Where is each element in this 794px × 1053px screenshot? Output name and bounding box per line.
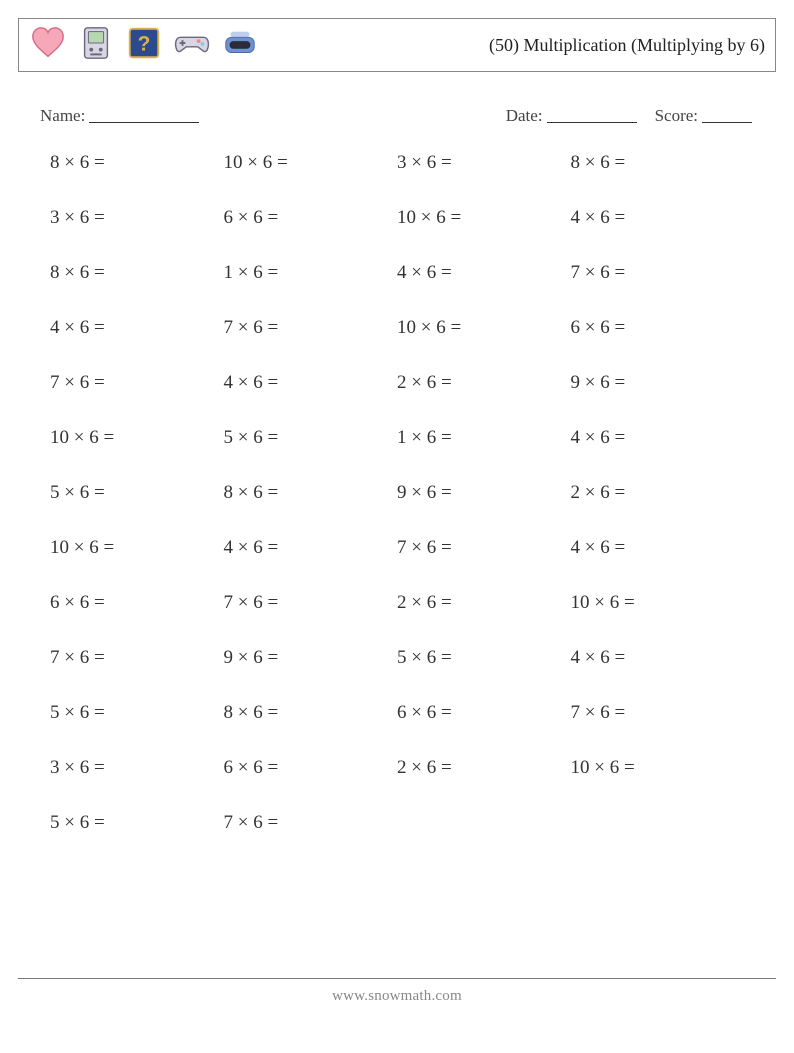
score-field: Score: [655,106,752,126]
problem-cell: 8 × 6 = [50,262,224,284]
problems-grid: 8 × 6 =10 × 6 =3 × 6 =8 × 6 =3 × 6 =6 × … [18,152,776,834]
problem-cell: 7 × 6 = [224,317,398,339]
name-label: Name: [40,106,85,126]
problem-cell: 10 × 6 = [397,317,571,339]
header-box: ? (50) Multiplication (Multiplying by 6) [18,18,776,72]
problem-cell: 7 × 6 = [224,812,398,834]
problem-cell: 4 × 6 = [571,537,745,559]
date-blank[interactable] [547,106,637,123]
problem-cell: 6 × 6 = [571,317,745,339]
worksheet-title: (50) Multiplication (Multiplying by 6) [489,35,765,56]
problem-cell: 5 × 6 = [224,427,398,449]
problem-cell: 4 × 6 = [224,372,398,394]
problem-cell: 5 × 6 = [397,647,571,669]
problem-cell: 6 × 6 = [50,592,224,614]
date-label: Date: [506,106,543,126]
problem-cell: 3 × 6 = [50,207,224,229]
problem-cell: 10 × 6 = [397,207,571,229]
problem-cell: 7 × 6 = [397,537,571,559]
info-row: Name: Date: Score: [18,106,776,126]
problem-cell: 5 × 6 = [50,482,224,504]
problem-cell: 9 × 6 = [224,647,398,669]
problem-cell: 9 × 6 = [571,372,745,394]
problem-cell: 10 × 6 = [224,152,398,174]
problem-cell: 10 × 6 = [50,427,224,449]
problem-cell: 9 × 6 = [397,482,571,504]
header-icons: ? [29,24,259,67]
problem-cell: 2 × 6 = [397,592,571,614]
question-icon: ? [125,24,163,67]
problem-cell: 7 × 6 = [50,647,224,669]
problem-cell [571,812,745,834]
problem-cell: 10 × 6 = [571,757,745,779]
problem-cell: 2 × 6 = [397,757,571,779]
problem-cell: 8 × 6 = [571,152,745,174]
problem-cell [397,812,571,834]
gamepad-icon [173,24,211,67]
problem-cell: 7 × 6 = [571,262,745,284]
gameboy-icon [77,24,115,67]
problem-cell: 6 × 6 = [224,757,398,779]
problem-cell: 7 × 6 = [224,592,398,614]
svg-text:?: ? [138,32,151,55]
problem-cell: 4 × 6 = [571,207,745,229]
footer-text: www.snowmath.com [0,988,794,1005]
problem-cell: 6 × 6 = [397,702,571,724]
heart-icon [29,24,67,67]
vr-icon [221,24,259,67]
problem-cell: 10 × 6 = [50,537,224,559]
problem-cell: 2 × 6 = [397,372,571,394]
problem-cell: 4 × 6 = [571,647,745,669]
problem-cell: 4 × 6 = [571,427,745,449]
problem-cell: 3 × 6 = [397,152,571,174]
date-field: Date: [506,106,637,126]
problem-cell: 1 × 6 = [397,427,571,449]
problem-cell: 4 × 6 = [50,317,224,339]
problem-cell: 7 × 6 = [571,702,745,724]
problem-cell: 4 × 6 = [397,262,571,284]
score-label: Score: [655,106,698,126]
problem-cell: 6 × 6 = [224,207,398,229]
name-blank[interactable] [89,106,199,123]
problem-cell: 5 × 6 = [50,812,224,834]
problem-cell: 8 × 6 = [224,702,398,724]
problem-cell: 4 × 6 = [224,537,398,559]
problem-cell: 1 × 6 = [224,262,398,284]
problem-cell: 8 × 6 = [224,482,398,504]
score-blank[interactable] [702,106,752,123]
problem-cell: 2 × 6 = [571,482,745,504]
problem-cell: 10 × 6 = [571,592,745,614]
problem-cell: 3 × 6 = [50,757,224,779]
name-field: Name: [40,106,199,126]
problem-cell: 5 × 6 = [50,702,224,724]
footer-divider [18,978,776,979]
problem-cell: 7 × 6 = [50,372,224,394]
problem-cell: 8 × 6 = [50,152,224,174]
